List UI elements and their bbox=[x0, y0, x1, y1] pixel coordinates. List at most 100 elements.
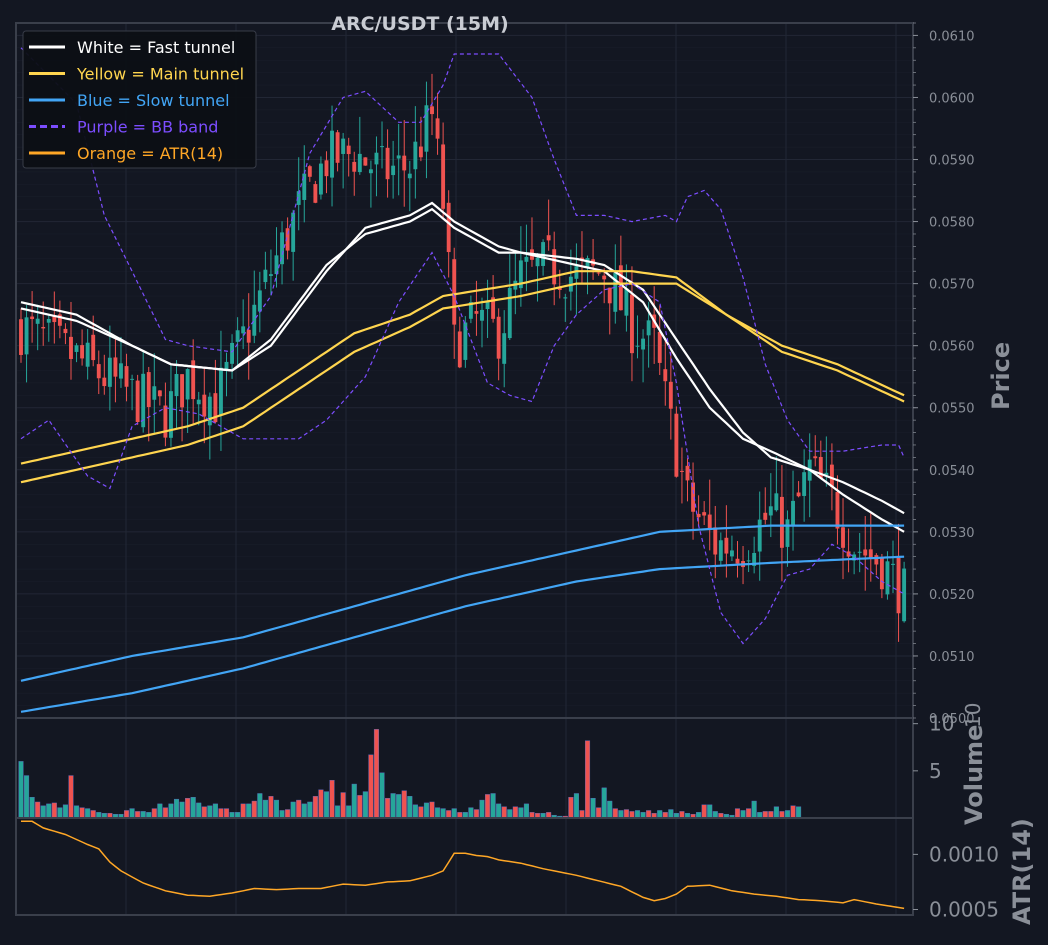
volume-tick-label: 5 bbox=[929, 759, 942, 783]
candle-body bbox=[246, 329, 251, 343]
candle-body bbox=[641, 338, 646, 350]
candle-body bbox=[602, 275, 607, 280]
price-yaxis: 0.0510 0.0520 0.0530 0.0540 0.0550 0.0560 0.05… bbox=[913, 22, 975, 727]
volume-bar bbox=[301, 803, 307, 819]
volume-bar bbox=[784, 810, 791, 819]
candle-body bbox=[141, 373, 146, 428]
volume-bar bbox=[179, 801, 185, 819]
candle-body bbox=[480, 309, 484, 321]
atr-line bbox=[21, 820, 905, 910]
candle-body bbox=[829, 464, 834, 488]
volume-bar bbox=[18, 761, 24, 819]
candle-body bbox=[474, 311, 479, 314]
series-line bbox=[20, 270, 905, 465]
candle-body bbox=[779, 496, 784, 548]
atr-axis-label: ATR(14) bbox=[1008, 818, 1036, 925]
volume-bar bbox=[385, 797, 391, 819]
volume-bar bbox=[634, 810, 641, 819]
volume-bar bbox=[612, 808, 618, 819]
candle-body bbox=[263, 269, 268, 283]
volume-bar bbox=[446, 810, 452, 819]
candle-body bbox=[30, 316, 35, 320]
candle-body bbox=[24, 317, 29, 355]
volume-bar bbox=[329, 780, 335, 819]
volume-bar bbox=[318, 789, 324, 819]
candle-body bbox=[80, 345, 85, 359]
volume-bar bbox=[596, 807, 602, 819]
candle-body bbox=[418, 146, 423, 158]
volume-bar bbox=[796, 806, 802, 819]
candle-body bbox=[46, 318, 51, 323]
volume-bar bbox=[40, 805, 46, 819]
candle-body bbox=[113, 357, 118, 377]
candle-body bbox=[546, 235, 551, 241]
volume-bar bbox=[162, 807, 168, 819]
volume-bar bbox=[201, 806, 207, 819]
candle-body bbox=[291, 212, 296, 252]
candle-body bbox=[257, 290, 262, 312]
legend: White = Fast tunnel Yellow = Main tunnel B… bbox=[22, 30, 257, 169]
candle-body bbox=[491, 297, 496, 319]
candle-body bbox=[841, 527, 845, 548]
candle-body bbox=[268, 274, 273, 276]
price-tick-label: 0.0540 bbox=[929, 464, 975, 479]
candle-body bbox=[163, 405, 168, 438]
volume-bar bbox=[440, 808, 446, 819]
candle-body bbox=[213, 393, 218, 423]
candle-body bbox=[380, 146, 384, 148]
price-tick-label: 0.0600 bbox=[929, 91, 975, 106]
volume-bar bbox=[285, 809, 291, 819]
volume-bar bbox=[368, 754, 374, 819]
candle-body bbox=[63, 328, 68, 334]
volume-bar bbox=[273, 799, 280, 819]
price-tick-label-partial: 0.0500 bbox=[929, 712, 975, 727]
volume-bar bbox=[190, 797, 196, 819]
volume-bar bbox=[240, 803, 246, 819]
volume-bar bbox=[618, 810, 624, 819]
volume-tick-label: 10 bbox=[929, 712, 954, 736]
candle-body bbox=[613, 272, 618, 312]
candle-body bbox=[285, 228, 290, 251]
candle-body bbox=[574, 266, 579, 279]
volume-bar bbox=[590, 797, 596, 819]
volume-bar bbox=[435, 807, 441, 819]
volume-bar bbox=[657, 810, 663, 819]
candles bbox=[19, 73, 907, 642]
volume-bar bbox=[401, 790, 407, 819]
volume-bar bbox=[479, 799, 485, 819]
candle-body bbox=[352, 161, 357, 172]
volume-bar bbox=[307, 801, 313, 819]
volume-bar bbox=[507, 809, 513, 819]
atr-tick-label: 0.0010 bbox=[929, 842, 999, 866]
candle-body bbox=[318, 163, 323, 195]
volume-bar bbox=[646, 810, 652, 819]
candle-body bbox=[385, 147, 390, 180]
candle-body bbox=[130, 378, 135, 380]
candle-body bbox=[174, 373, 179, 397]
price-tick-label: 0.0520 bbox=[929, 588, 975, 603]
candle-body bbox=[341, 138, 346, 154]
candle-body bbox=[524, 256, 529, 262]
candle-body bbox=[596, 272, 601, 274]
candle-body bbox=[219, 367, 223, 416]
candle-body bbox=[674, 413, 679, 477]
candle-body bbox=[391, 165, 396, 176]
volume-bar bbox=[123, 810, 130, 819]
price-tick-label: 0.0570 bbox=[929, 278, 975, 293]
candle-body bbox=[357, 153, 362, 173]
candle-body bbox=[74, 345, 79, 352]
candle-body bbox=[557, 287, 562, 290]
candle-body bbox=[152, 386, 157, 400]
volume-bar bbox=[407, 796, 413, 819]
candle-body bbox=[868, 549, 873, 558]
series-line bbox=[20, 207, 905, 533]
candle-body bbox=[624, 288, 629, 316]
candle-body bbox=[618, 265, 623, 311]
candle-body bbox=[563, 297, 568, 299]
legend-label: Yellow = Main tunnel bbox=[76, 65, 244, 84]
volume-bar bbox=[246, 803, 252, 819]
candle-body bbox=[852, 554, 857, 561]
volume-bar bbox=[74, 805, 80, 819]
volume-bar bbox=[668, 809, 674, 819]
candle-body bbox=[274, 255, 279, 275]
